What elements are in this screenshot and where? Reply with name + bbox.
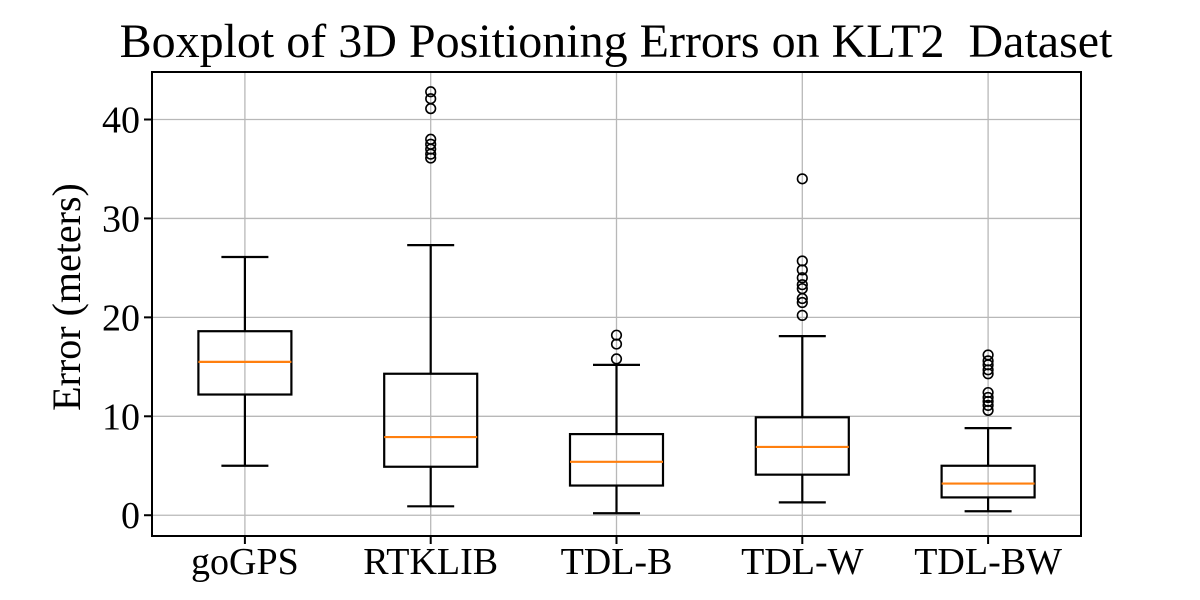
outlier-point bbox=[982, 349, 994, 361]
boxplot-RTKLIB bbox=[383, 86, 479, 508]
outlier-point bbox=[982, 399, 994, 412]
boxplot-goGPS bbox=[197, 255, 293, 467]
outlier-point bbox=[425, 138, 437, 150]
outlier-point bbox=[425, 93, 437, 105]
x-tick-label: TDL-BW bbox=[914, 541, 1062, 583]
outlier-point bbox=[796, 283, 808, 295]
boxplot-TDL-W bbox=[754, 173, 850, 504]
x-tick-label: TDL-B bbox=[561, 541, 673, 583]
outlier-point bbox=[982, 386, 994, 399]
outlier-point bbox=[425, 133, 437, 145]
outlier-point bbox=[796, 272, 808, 284]
outlier-point bbox=[610, 353, 623, 365]
outlier-point bbox=[796, 296, 808, 309]
boxplot-TDL-BW bbox=[940, 349, 1036, 513]
y-tick-label: 10 bbox=[102, 396, 140, 438]
outlier-point bbox=[982, 355, 994, 367]
x-tick-label: goGPS bbox=[191, 541, 299, 583]
iqr-box bbox=[383, 372, 479, 468]
y-tick-label: 30 bbox=[102, 198, 140, 240]
boxplot-TDL-B bbox=[568, 329, 665, 515]
y-tick-label: 20 bbox=[102, 297, 140, 339]
y-axis-label: Error (meters) bbox=[44, 183, 89, 411]
outlier-point bbox=[796, 309, 808, 321]
chart-title: Boxplot of 3D Positioning Errors on KLT2… bbox=[120, 15, 1114, 68]
outlier-point bbox=[796, 173, 808, 185]
outlier-point bbox=[610, 329, 623, 341]
outlier-point bbox=[425, 86, 437, 98]
y-tick-label: 40 bbox=[102, 99, 140, 141]
outlier-point bbox=[796, 279, 808, 291]
axes-border bbox=[151, 71, 1082, 537]
outlier-point bbox=[796, 255, 808, 267]
iqr-box bbox=[940, 464, 1036, 499]
x-tick-label: TDL-W bbox=[741, 541, 864, 583]
iqr-box bbox=[568, 432, 665, 487]
x-tick-label: RTKLIB bbox=[363, 541, 498, 583]
outlier-point bbox=[982, 391, 994, 404]
y-tick-label: 0 bbox=[121, 495, 140, 537]
